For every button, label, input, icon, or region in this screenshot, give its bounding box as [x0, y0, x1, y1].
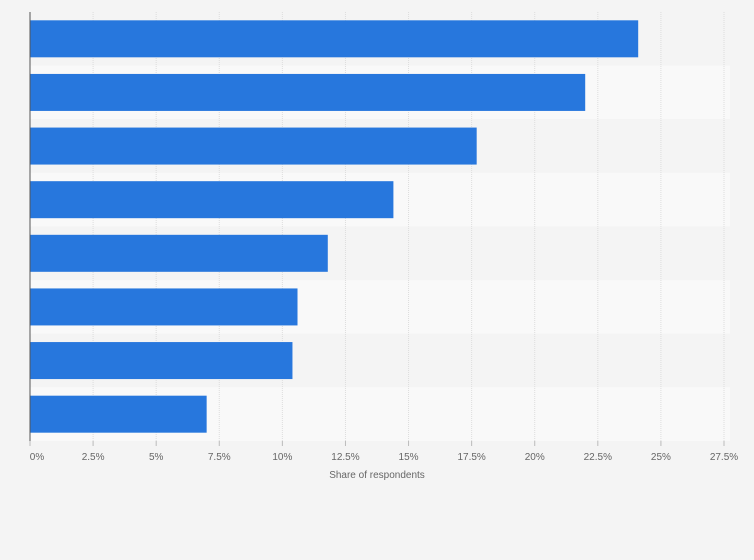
gridlines	[92, 12, 725, 441]
x-tick-label: 12.5%	[331, 452, 359, 463]
x-tick-label: 7.5%	[208, 452, 231, 463]
x-tick-label: 0%	[30, 452, 45, 463]
bar[interactable]	[30, 181, 394, 219]
bar[interactable]	[30, 395, 207, 433]
x-tick-label: 17.5%	[457, 452, 485, 463]
bars	[30, 20, 639, 433]
x-tick-label: 15%	[399, 452, 419, 463]
x-tick-label: 27.5%	[710, 452, 738, 463]
bar[interactable]	[30, 73, 586, 111]
x-tick-label: 20%	[525, 452, 545, 463]
bar[interactable]	[30, 20, 639, 58]
bar[interactable]	[30, 342, 293, 380]
x-tick-label: 5%	[149, 452, 164, 463]
x-tick-label: 10%	[272, 452, 292, 463]
x-axis-title: Share of respondents	[329, 470, 425, 481]
x-axis-ticks: 0% 2.5% 5% 7.5% 10% 12.5% 15% 17.5% 20% 22.5% 25% 2…	[29, 441, 738, 463]
x-tick-label: 2.5%	[82, 452, 105, 463]
x-tick-label: 22.5%	[584, 452, 612, 463]
bar[interactable]	[30, 127, 477, 165]
x-tick-label: 25%	[651, 452, 671, 463]
bar[interactable]	[30, 288, 298, 326]
bar[interactable]	[30, 234, 328, 272]
